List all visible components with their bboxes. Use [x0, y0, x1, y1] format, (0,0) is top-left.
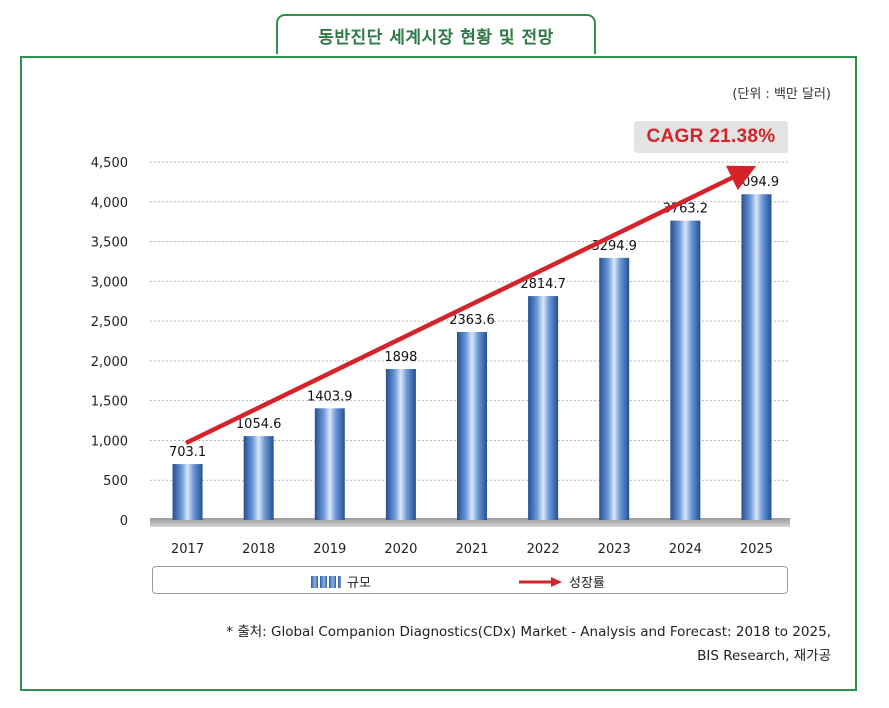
- bar-value-label: 2363.6: [449, 313, 495, 328]
- y-tick-label: 1,500: [91, 395, 128, 410]
- chart-legend: 규모 성장률: [152, 566, 788, 594]
- source-line-1: * 출처: Global Companion Diagnostics(CDx) …: [226, 624, 831, 640]
- chart-title: 동반진단 세계시장 현황 및 전망: [276, 14, 596, 54]
- x-tick-label: 2024: [669, 542, 702, 557]
- y-tick-label: 2,000: [91, 355, 128, 370]
- bar-value-label: 1898: [384, 350, 417, 365]
- growth-trend-arrow: [185, 165, 757, 446]
- y-tick-label: 3,500: [91, 236, 128, 251]
- x-tick-label: 2022: [527, 542, 560, 557]
- y-tick-label: 0: [120, 514, 128, 529]
- x-tick-label: 2025: [740, 542, 773, 557]
- bar-2023: [599, 257, 630, 520]
- y-tick-label: 500: [103, 474, 128, 489]
- unit-label: (단위 : 백만 달러): [732, 87, 831, 102]
- x-tick-label: 2021: [455, 542, 488, 557]
- bar-value-label: 2814.7: [520, 277, 566, 292]
- bar-value-label: 1054.6: [236, 417, 282, 432]
- x-tick-label: 2017: [171, 542, 204, 557]
- source-line-2: BIS Research, 재가공: [697, 648, 831, 664]
- bar-2018: [243, 436, 274, 520]
- cagr-badge: CAGR 21.38%: [634, 121, 788, 153]
- y-tick-label: 4,500: [91, 156, 128, 171]
- bar-value-label: 1403.9: [307, 389, 353, 404]
- legend-line-label: 성장률: [569, 576, 605, 591]
- bar-value-label: 4094.9: [734, 175, 780, 190]
- y-tick-label: 1,000: [91, 434, 128, 449]
- y-tick-label: 2,500: [91, 315, 128, 330]
- y-tick-label: 4,000: [91, 196, 128, 211]
- bar-swatch-icon: [311, 575, 341, 588]
- legend-item-size: 규모: [311, 572, 371, 591]
- bar-2022: [528, 296, 559, 520]
- x-tick-label: 2019: [313, 542, 346, 557]
- bar-2024: [670, 220, 701, 521]
- bar-2019: [314, 408, 345, 520]
- bar-value-label: 703.1: [169, 445, 206, 460]
- legend-item-growth: 성장률: [519, 572, 605, 591]
- bar-2025: [741, 194, 772, 520]
- x-tick-label: 2018: [242, 542, 275, 557]
- red-arrow-icon: [519, 576, 562, 587]
- bar-2020: [385, 369, 416, 520]
- x-tick-label: 2023: [598, 542, 631, 557]
- legend-bar-label: 규모: [347, 576, 371, 591]
- bar-2021: [457, 331, 487, 520]
- bar-2017: [172, 464, 203, 520]
- x-tick-label: 2020: [384, 542, 417, 557]
- chart-floor: [150, 518, 790, 527]
- source-note: * 출처: Global Companion Diagnostics(CDx) …: [71, 620, 831, 668]
- y-tick-label: 3,000: [91, 275, 128, 290]
